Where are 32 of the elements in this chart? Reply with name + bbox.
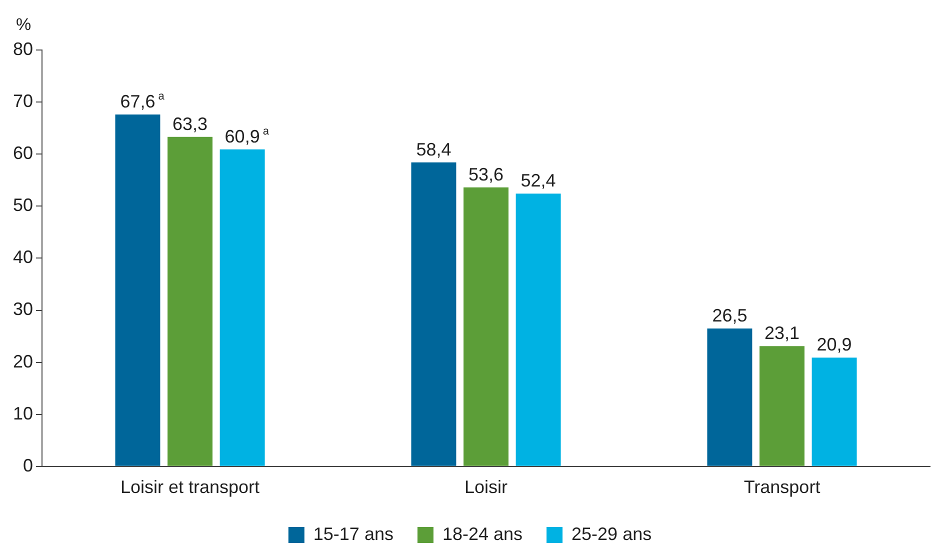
bar [411,162,456,466]
bar [812,358,857,466]
y-tick-label: 70 [12,91,34,112]
x-tick-label: Loisir [464,477,508,498]
bar [760,346,804,466]
data-label: 20,9 [816,334,852,355]
y-tick-label: 40 [12,247,34,268]
data-label: 63,3 [172,114,208,134]
y-tick-label: 0 [23,455,34,476]
y-tick-label: 80 [12,38,34,59]
bar [220,149,265,466]
bar [707,328,752,466]
y-tick-label: 30 [12,299,34,320]
x-tick-label: Loisir et transport [120,477,260,498]
data-label: 53,6 [468,164,504,184]
y-axis-title: % [16,15,32,34]
data-label: 23,1 [764,323,800,344]
data-label: 58,4 [416,139,452,160]
y-tick-label: 50 [12,195,34,216]
bar [464,187,508,466]
bar [115,114,160,466]
y-tick-label: 10 [12,403,34,424]
x-tick-label: Transport [744,477,820,498]
bar [168,136,213,466]
y-tick-label: 20 [12,351,34,372]
legend-label: 18-24 ans [442,524,523,544]
y-tick-label: 60 [12,143,34,164]
bar [516,194,561,466]
legend-label: 15-17 ans [313,524,394,544]
data-label: 52,4 [520,170,556,191]
legend-label: 25-29 ans [572,524,652,544]
data-label: 26,5 [712,305,748,326]
